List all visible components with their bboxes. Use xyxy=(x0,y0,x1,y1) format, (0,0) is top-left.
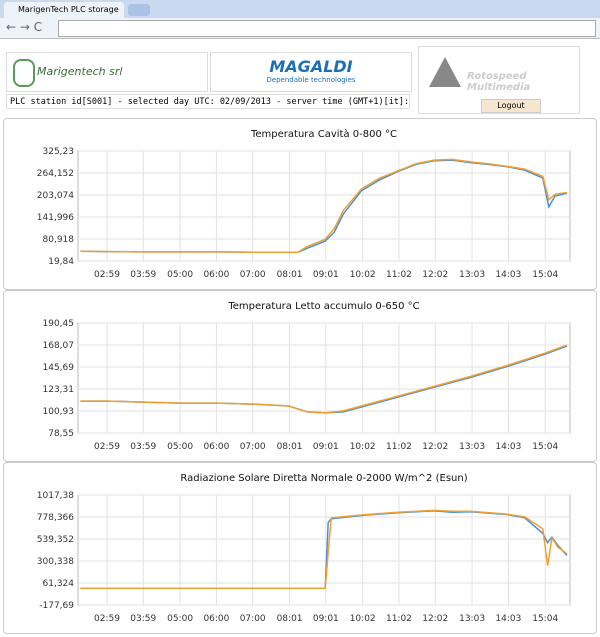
chart-panel: Temperatura Cavità 0-800 °C 19,84 80,918 14… xyxy=(3,118,597,290)
logo-box: MAGALDI Dependable technologies xyxy=(210,52,412,92)
chart-panel: Temperatura Letto accumulo 0-650 °C 78,55… xyxy=(3,290,597,462)
x-tick-label: 08:01 xyxy=(277,270,303,280)
y-tick-label: 145,69 xyxy=(43,363,75,373)
logo-text: MAGALDI xyxy=(269,57,353,76)
x-tick-label: 12:02 xyxy=(422,442,448,452)
x-tick-label: 13:03 xyxy=(459,614,485,624)
series-line xyxy=(80,509,568,590)
nav-icons[interactable]: ← → C xyxy=(6,20,43,34)
chart: Temperatura Letto accumulo 0-650 °C 78,55… xyxy=(43,301,571,452)
x-tick-label: 10:02 xyxy=(350,614,376,624)
x-tick-label: 03:59 xyxy=(130,442,156,452)
x-tick-label: 02:59 xyxy=(94,270,120,280)
new-tab[interactable] xyxy=(128,4,150,16)
x-tick-label: 11:02 xyxy=(386,270,412,280)
logo-text: Marigentech srl xyxy=(37,65,123,78)
x-tick-label: 13:03 xyxy=(459,442,485,452)
x-tick-label: 14:03 xyxy=(495,270,521,280)
y-tick-label: 141,996 xyxy=(37,213,74,223)
x-tick-label: 05:00 xyxy=(167,614,193,624)
y-tick-label: 203,074 xyxy=(37,191,74,201)
x-tick-label: 10:02 xyxy=(350,270,376,280)
y-tick-label: 78,55 xyxy=(48,429,74,439)
chart-title: Radiazione Solare Diretta Normale 0-2000… xyxy=(180,473,467,484)
x-tick-label: 09:01 xyxy=(313,270,339,280)
x-tick-label: 06:00 xyxy=(203,270,229,280)
x-tick-label: 11:02 xyxy=(386,442,412,452)
chart-title: Temperatura Letto accumulo 0-650 °C xyxy=(227,301,419,312)
chart: Temperatura Cavità 0-800 °C 19,84 80,918 14… xyxy=(37,128,571,280)
x-tick-label: 05:00 xyxy=(167,270,193,280)
y-tick-label: 264,152 xyxy=(37,169,74,179)
y-tick-label: 100,93 xyxy=(43,407,75,417)
x-tick-label: 14:03 xyxy=(495,442,521,452)
x-tick-label: 02:59 xyxy=(94,442,120,452)
y-tick-label: 80,918 xyxy=(43,235,75,245)
tab[interactable]: MarigenTech PLC storage xyxy=(4,2,124,18)
x-tick-label: 10:02 xyxy=(350,442,376,452)
x-tick-label: 15:04 xyxy=(532,614,558,624)
x-tick-label: 03:59 xyxy=(130,270,156,280)
x-tick-label: 07:00 xyxy=(240,442,266,452)
logo-box: Marigentech srl xyxy=(6,52,208,92)
logo-icon xyxy=(429,57,461,87)
owl-icon xyxy=(13,59,35,87)
y-tick-label: 19,84 xyxy=(48,257,74,267)
chart-title: Temperatura Cavità 0-800 °C xyxy=(250,128,397,140)
x-tick-label: 14:03 xyxy=(495,614,521,624)
logo-text: Rotospeed Multimedia xyxy=(467,71,531,93)
x-tick-label: 08:01 xyxy=(277,614,303,624)
x-tick-label: 09:01 xyxy=(313,442,339,452)
x-tick-label: 06:00 xyxy=(203,614,229,624)
x-tick-label: 08:01 xyxy=(277,442,303,452)
chart: Radiazione Solare Diretta Normale 0-2000… xyxy=(37,473,571,624)
series-line xyxy=(80,158,568,254)
y-tick-label: 325,23 xyxy=(43,147,75,157)
y-tick-label: 61,324 xyxy=(43,579,75,589)
x-tick-label: 12:02 xyxy=(422,270,448,280)
y-tick-label: 190,45 xyxy=(43,319,75,329)
y-tick-label: -177,69 xyxy=(39,601,74,611)
y-tick-label: 778,366 xyxy=(37,513,74,523)
y-tick-label: 300,338 xyxy=(37,557,74,567)
x-tick-label: 09:01 xyxy=(313,614,339,624)
tab-bar: MarigenTech PLC storage xyxy=(0,0,600,18)
series-line xyxy=(80,344,568,414)
logo-subtext: Dependable technologies xyxy=(266,76,356,84)
y-tick-label: 123,31 xyxy=(43,385,75,395)
plot-area xyxy=(77,322,571,434)
status-line: PLC station id[S001] - selected day UTC:… xyxy=(6,94,410,109)
x-tick-label: 06:00 xyxy=(203,442,229,452)
x-tick-label: 11:02 xyxy=(386,614,412,624)
logo-box: Rotospeed Multimedia Logout xyxy=(418,46,580,114)
y-tick-label: 539,352 xyxy=(37,535,74,545)
address-bar: ← → C xyxy=(0,18,600,39)
x-tick-label: 05:00 xyxy=(167,442,193,452)
chart-panel: Radiazione Solare Diretta Normale 0-2000… xyxy=(3,462,597,634)
plot-area xyxy=(77,150,571,262)
logout-button[interactable]: Logout xyxy=(481,99,541,113)
url-field[interactable] xyxy=(58,20,596,37)
x-tick-label: 12:02 xyxy=(422,614,448,624)
x-tick-label: 15:04 xyxy=(532,270,558,280)
x-tick-label: 07:00 xyxy=(240,614,266,624)
x-tick-label: 15:04 xyxy=(532,442,558,452)
y-tick-label: 1017,38 xyxy=(37,491,74,501)
x-tick-label: 13:03 xyxy=(459,270,485,280)
x-tick-label: 03:59 xyxy=(130,614,156,624)
x-tick-label: 02:59 xyxy=(94,614,120,624)
x-tick-label: 07:00 xyxy=(240,270,266,280)
y-tick-label: 168,07 xyxy=(43,341,75,351)
